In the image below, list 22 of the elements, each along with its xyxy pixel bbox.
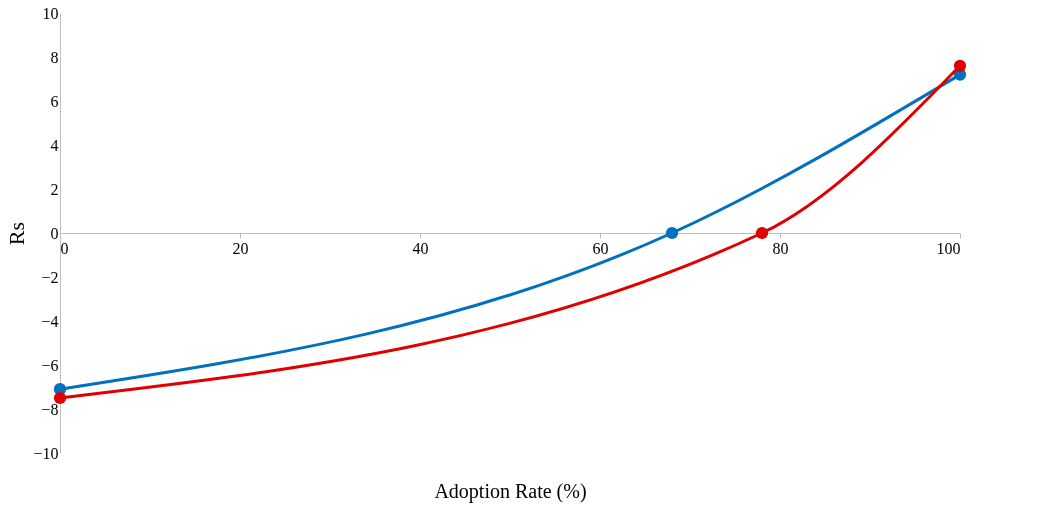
x-tick-label: 20 — [232, 239, 249, 257]
y-tick-label: 4 — [50, 136, 59, 154]
x-tick-label: 100 — [936, 239, 961, 257]
x-axis-title: Adoption Rate (%) — [434, 479, 587, 503]
y-tick-label: 2 — [50, 180, 59, 198]
point — [665, 226, 679, 240]
y-tick-label: 6 — [50, 92, 59, 110]
y-tick-label: −2 — [41, 268, 59, 286]
y-tick-label: 8 — [50, 48, 59, 66]
y-tick-label: −6 — [41, 356, 59, 374]
y-tick-label: −4 — [41, 312, 59, 330]
y-tick-label: 0 — [50, 224, 59, 242]
y-tick-label: −10 — [33, 444, 59, 462]
y-axis-title: Rs — [4, 221, 30, 246]
x-tick-label: 80 — [772, 239, 789, 257]
point — [53, 391, 67, 405]
point — [953, 59, 967, 72]
y-tick-label: −8 — [41, 400, 59, 418]
point — [755, 226, 769, 240]
x-tick-label: 60 — [592, 239, 609, 257]
y-tick-label: 10 — [42, 4, 59, 22]
x-tick-label: 40 — [412, 239, 429, 257]
